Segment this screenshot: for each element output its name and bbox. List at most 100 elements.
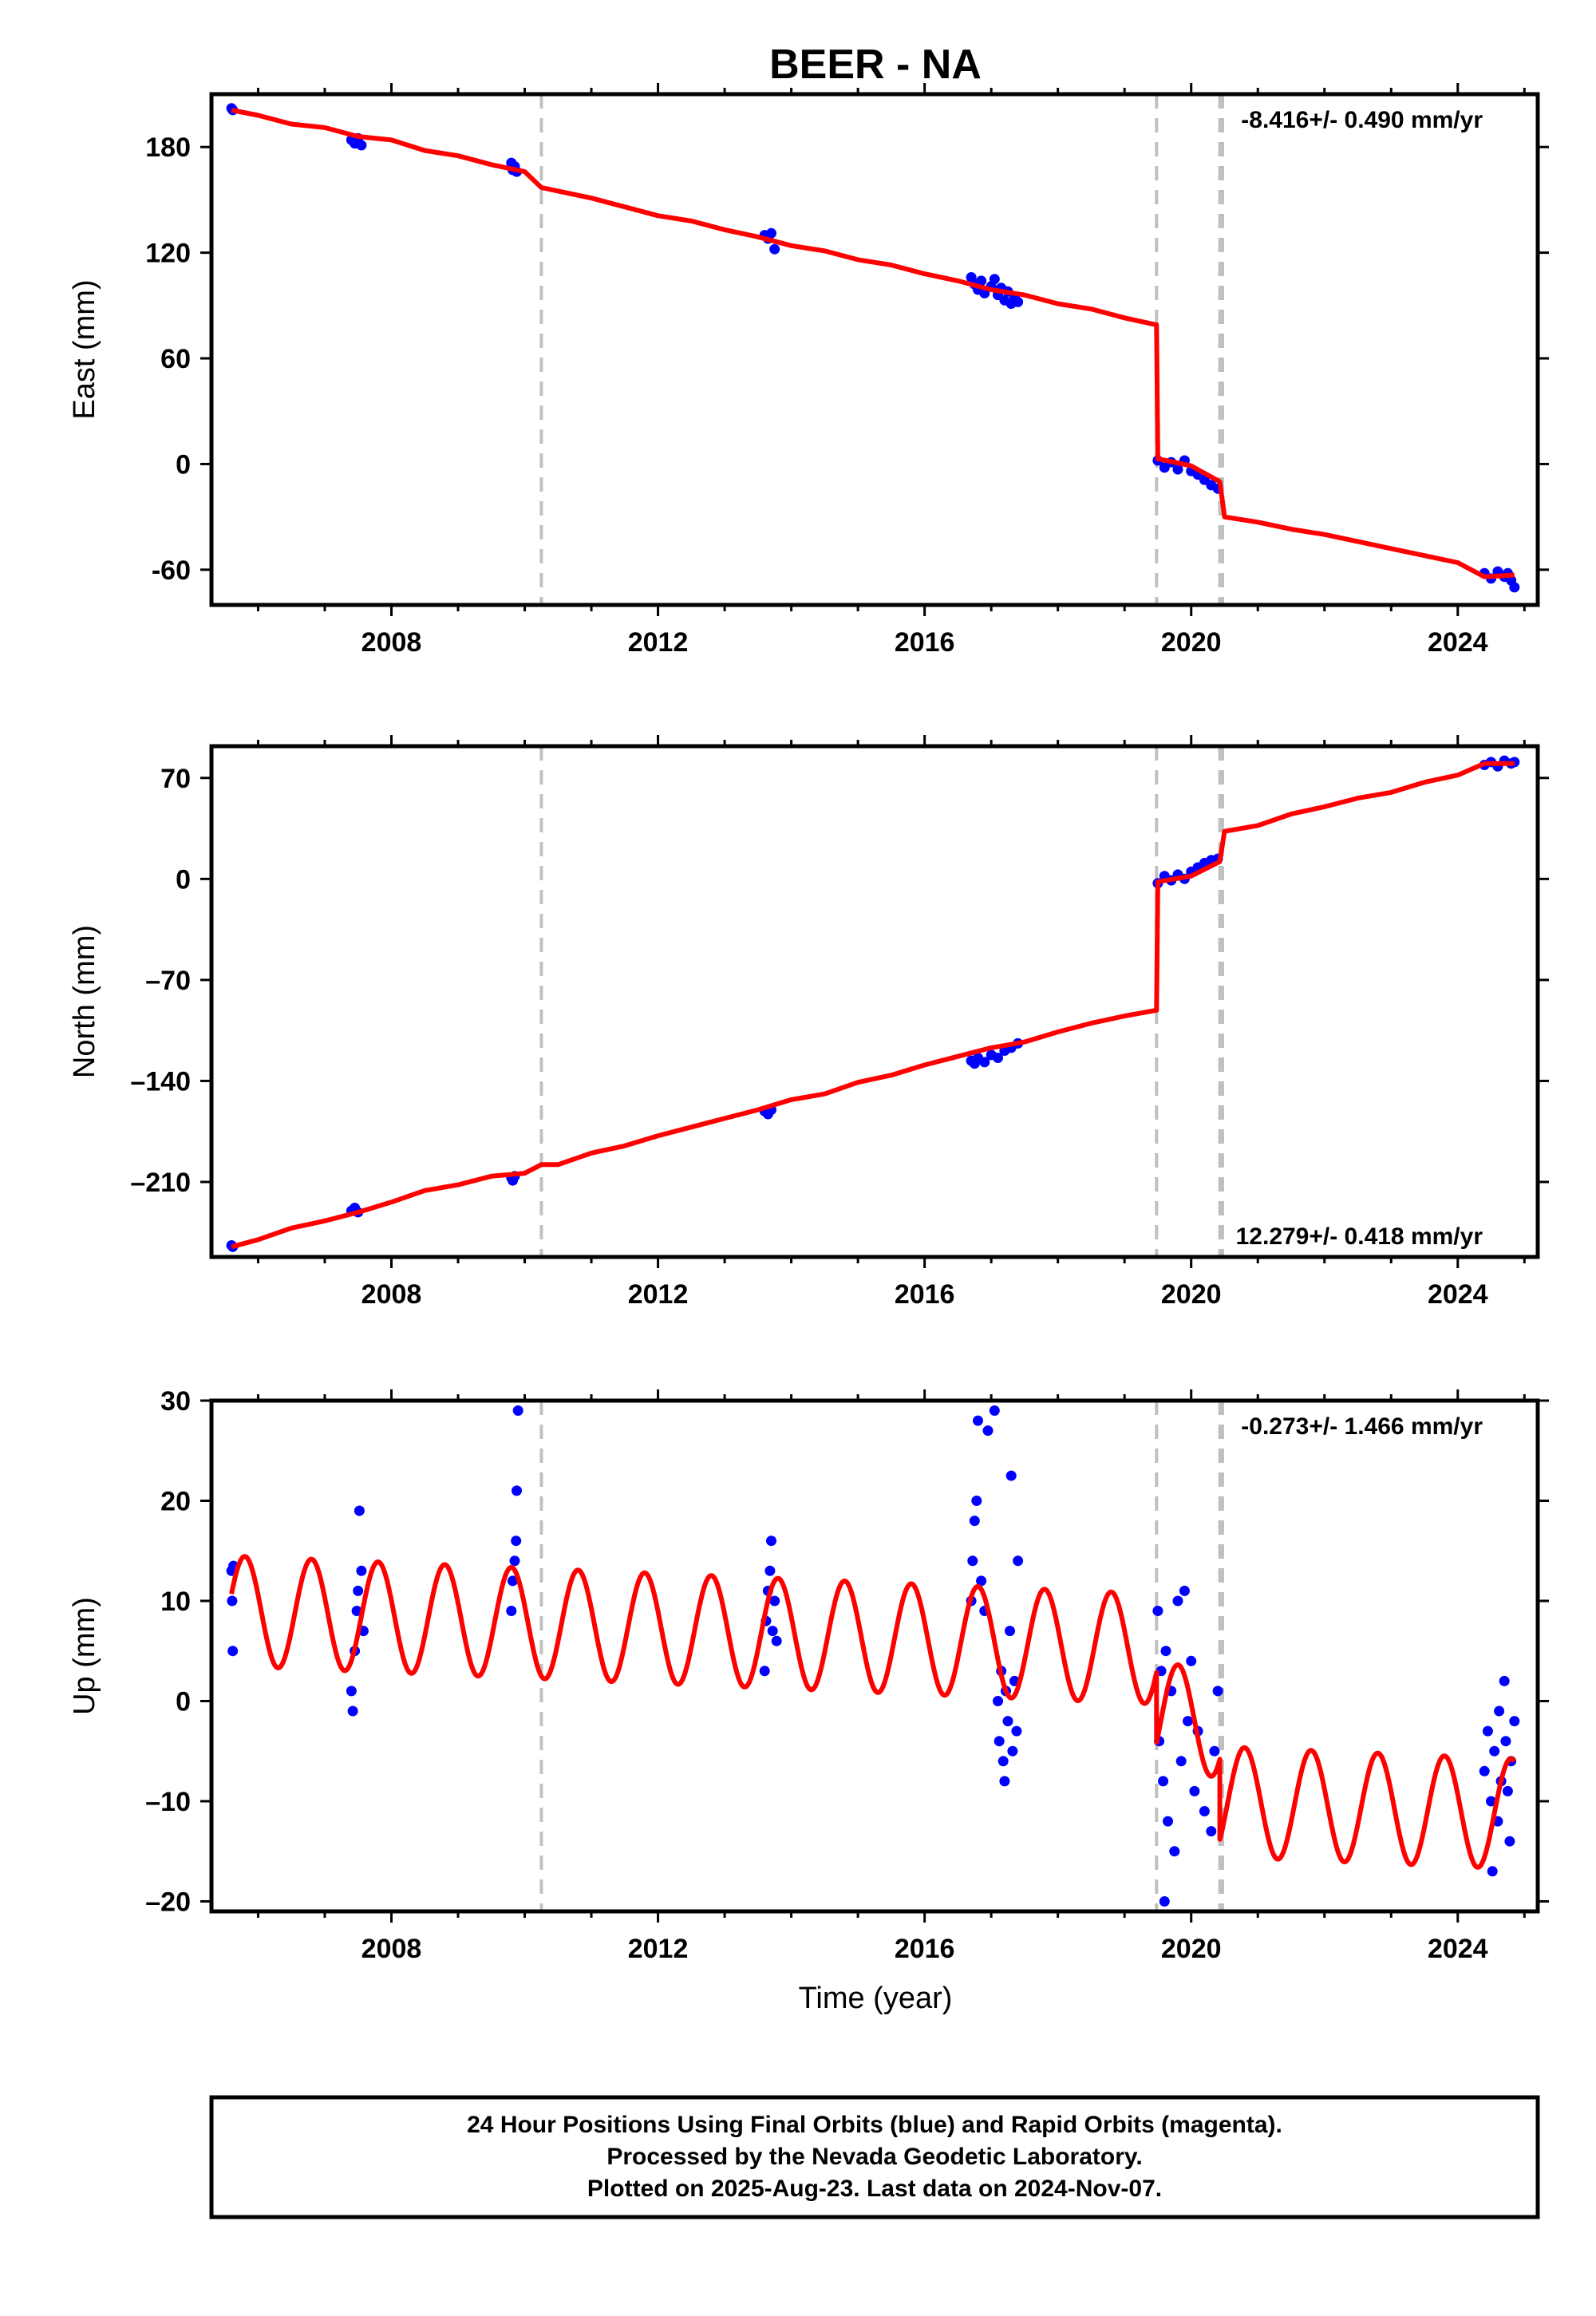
up-observation-point — [1172, 1595, 1183, 1607]
up-observation-point — [1169, 1846, 1180, 1857]
up-observation-point — [1005, 1626, 1015, 1637]
east-x-tick-label: 2012 — [628, 627, 689, 658]
north-observation-point — [979, 1057, 990, 1068]
up-observation-point — [1011, 1725, 1022, 1737]
north-rate-label: 12.279+/- 0.418 mm/yr — [1236, 1223, 1483, 1250]
up-rate-label: -0.273+/- 1.466 mm/yr — [1241, 1413, 1483, 1440]
east-x-tick-label: 2024 — [1428, 627, 1488, 658]
east-x-tick-label: 2020 — [1161, 627, 1222, 658]
east-x-tick-label: 2008 — [361, 627, 422, 658]
up-observation-point — [512, 1405, 523, 1416]
up-panel: 2008 2012 2016 2020 2024 –20 –10 0 10 20 30 Up (mm)… — [68, 1386, 1549, 1964]
up-observation-point — [999, 1776, 1010, 1787]
north-x-tick-label: 2024 — [1428, 1279, 1488, 1310]
up-observation-point — [1486, 1796, 1496, 1807]
east-observation-point — [989, 274, 1000, 285]
north-x-tick-label: 2008 — [361, 1279, 422, 1310]
east-panel: 2008 2012 2016 2020 2024 -60 0 60 120 180 East (mm… — [68, 83, 1549, 658]
up-observation-point — [353, 1585, 364, 1596]
east-observation-point — [769, 243, 780, 255]
up-observation-point — [512, 1485, 522, 1496]
up-observation-point — [351, 1606, 362, 1616]
north-y-tick-label: 0 — [176, 864, 191, 895]
up-observation-point — [994, 1736, 1005, 1747]
up-observation-point — [1500, 1736, 1511, 1747]
east-y-tick-label: 180 — [145, 132, 191, 163]
east-y-tick-label: 0 — [176, 449, 191, 480]
up-observation-point — [1189, 1785, 1200, 1796]
up-observation-point — [1152, 1606, 1163, 1616]
east-observation-point — [356, 140, 367, 151]
up-observation-point — [1002, 1716, 1013, 1727]
footer-line-3: Plotted on 2025-Aug-23. Last data on 202… — [587, 2176, 1162, 2202]
up-x-tick-label: 2020 — [1161, 1934, 1222, 1964]
east-observation-point — [976, 275, 987, 287]
up-observation-point — [769, 1595, 780, 1607]
figure-title: BEER - NA — [769, 41, 982, 88]
up-y-tick-label: –20 — [145, 1887, 191, 1917]
up-observation-point — [506, 1606, 517, 1616]
x-axis-label: Time (year) — [799, 1982, 953, 2015]
east-observation-point — [1013, 296, 1024, 307]
up-observation-point — [1163, 1816, 1173, 1827]
north-plot-frame — [209, 744, 1540, 1259]
up-observation-point — [982, 1425, 994, 1437]
up-observation-point — [347, 1705, 358, 1717]
up-observation-point — [1013, 1555, 1024, 1567]
up-x-tick-label: 2016 — [895, 1934, 955, 1964]
up-observation-point — [969, 1516, 980, 1527]
up-plot-frame — [209, 1398, 1540, 1914]
up-observation-point — [227, 1646, 239, 1657]
up-observation-point — [227, 1595, 238, 1607]
east-plot-frame — [209, 92, 1540, 607]
up-y-tick-label: –10 — [145, 1787, 191, 1817]
north-model-line — [231, 761, 1515, 1250]
up-observation-point — [1158, 1776, 1169, 1787]
east-y-tick-label: -60 — [152, 555, 191, 586]
east-observation-point — [1509, 582, 1520, 593]
up-x-tick-label: 2024 — [1428, 1934, 1488, 1964]
up-model-line — [229, 1554, 1517, 1870]
up-observation-point — [993, 1696, 1003, 1706]
up-observation-point — [354, 1505, 365, 1516]
up-observation-point — [1489, 1745, 1500, 1757]
east-x-tick-label: 2016 — [895, 627, 955, 658]
north-x-tick-label: 2016 — [895, 1279, 955, 1310]
up-observation-point — [1209, 1745, 1220, 1757]
up-observation-point — [1509, 1716, 1520, 1727]
up-observation-point — [764, 1565, 776, 1576]
up-x-tick-label: 2008 — [361, 1934, 422, 1964]
east-y-axis-label: East (mm) — [68, 279, 101, 419]
up-y-tick-label: 0 — [176, 1686, 191, 1717]
up-observation-point — [1005, 1470, 1017, 1481]
up-observation-point — [509, 1555, 520, 1567]
up-observation-point — [1199, 1806, 1210, 1816]
east-y-tick-label: 60 — [160, 344, 191, 374]
up-observation-point — [1175, 1756, 1187, 1767]
up-observation-point — [1206, 1826, 1217, 1837]
up-observation-point — [1160, 1646, 1171, 1657]
up-observation-point — [989, 1405, 1000, 1416]
footer-box: 24 Hour Positions Using Final Orbits (bl… — [209, 2095, 1540, 2219]
up-observation-point — [967, 1555, 978, 1567]
up-observation-point — [1487, 1866, 1498, 1877]
north-y-tick-label: 70 — [160, 764, 191, 794]
up-observation-point — [1159, 1896, 1170, 1907]
up-y-tick-label: 30 — [160, 1386, 191, 1417]
up-observation-point — [1183, 1716, 1193, 1727]
up-y-tick-label: 20 — [160, 1486, 191, 1516]
footer-line-1: 24 Hour Positions Using Final Orbits (bl… — [467, 2112, 1282, 2138]
north-y-tick-label: –140 — [130, 1066, 191, 1097]
north-x-tick-label: 2012 — [628, 1279, 689, 1310]
up-observation-point — [508, 1575, 518, 1587]
up-observation-point — [1179, 1585, 1190, 1596]
north-panel: 2008 2012 2016 2020 2024 –210 –140 –70 0 70 North … — [68, 735, 1549, 1310]
up-observation-point — [771, 1635, 782, 1646]
up-observation-point — [511, 1535, 522, 1547]
up-observation-point — [973, 1415, 983, 1426]
up-observation-point — [1499, 1675, 1510, 1686]
up-observation-point — [759, 1666, 770, 1677]
up-y-tick-label: 10 — [160, 1587, 191, 1617]
up-observation-point — [766, 1535, 776, 1547]
